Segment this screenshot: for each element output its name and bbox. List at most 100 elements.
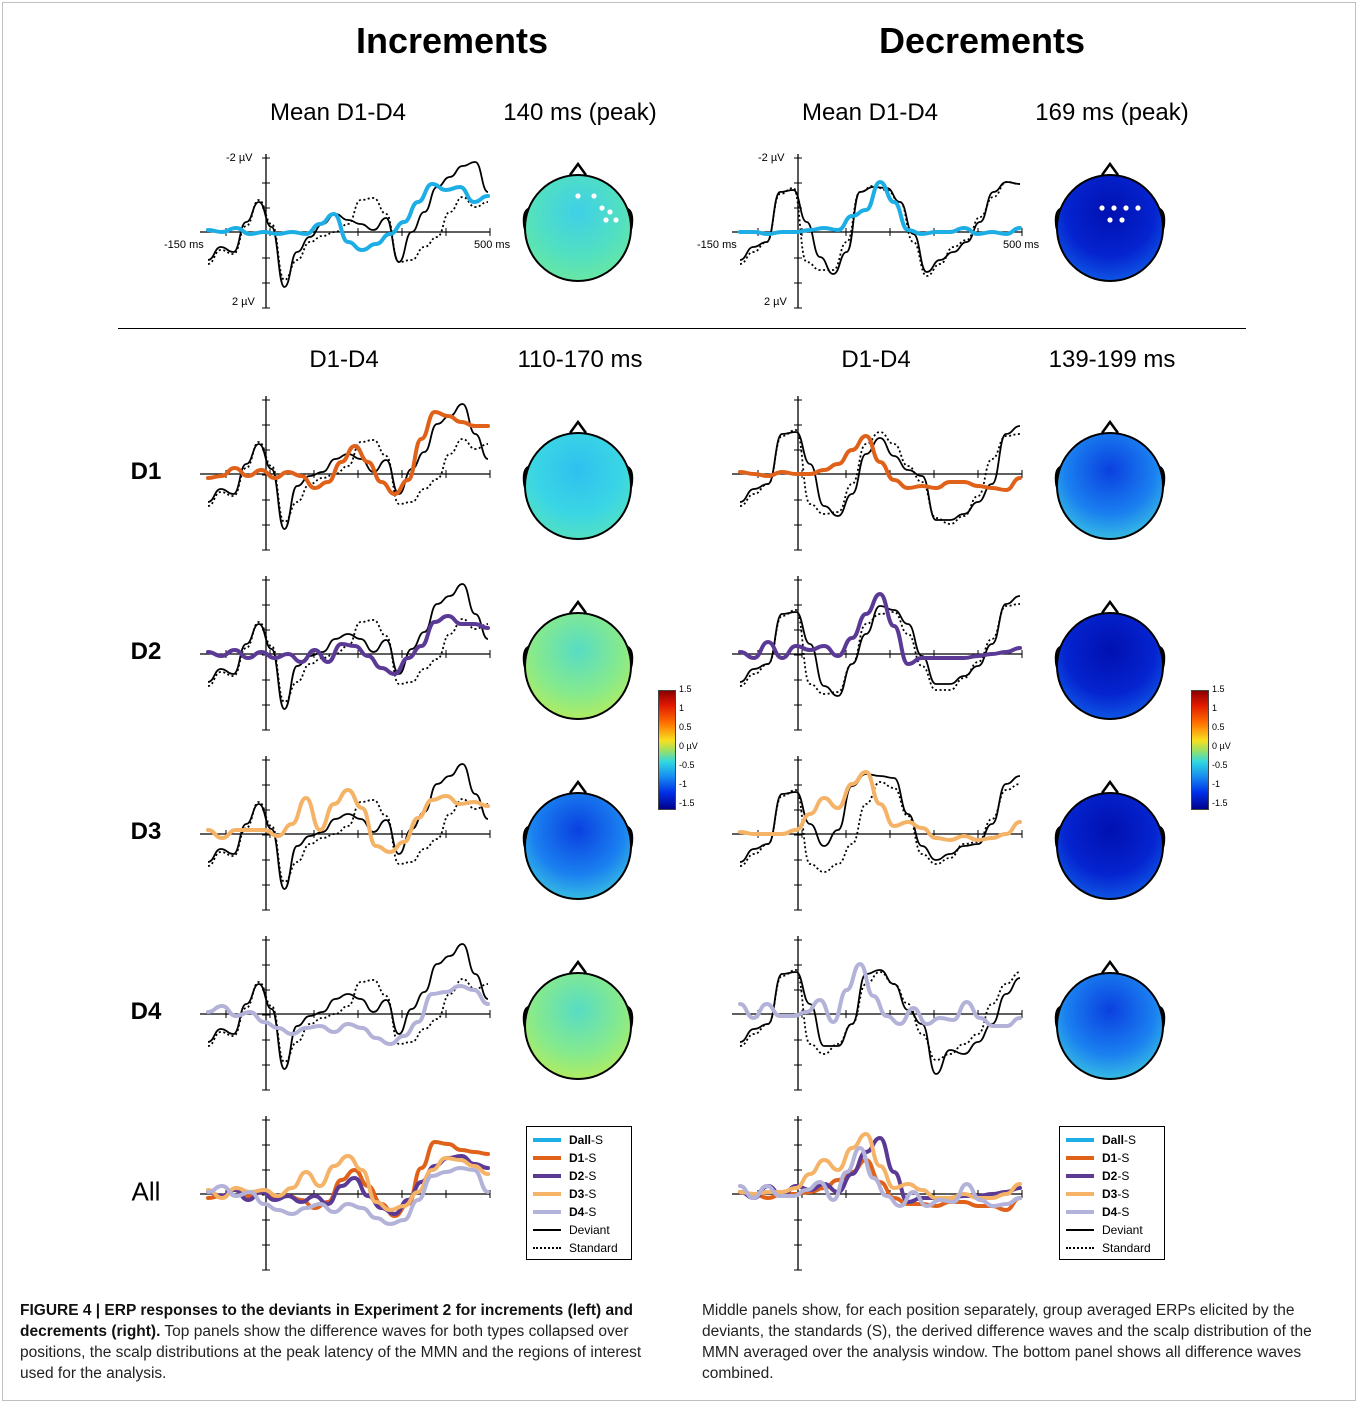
scalp-map-graphic: [522, 779, 634, 900]
cbar-tick: 0.5: [1212, 722, 1225, 732]
difference-wave: [206, 614, 490, 676]
erp-plot: [732, 576, 1023, 731]
x-left-label-right: -150 ms: [697, 239, 737, 251]
row-label-d2: D2: [130, 638, 162, 665]
legend-label: Standard: [1102, 1241, 1151, 1255]
cbar-tick: 0.5: [679, 722, 692, 732]
roi-electrode: [1119, 217, 1125, 223]
legend-label: D2-S: [1102, 1169, 1130, 1183]
legend-swatch: [533, 1247, 561, 1249]
scalp-map: [1052, 418, 1168, 549]
scalp-map: [520, 418, 636, 549]
label-mean-left: Mean D1-D4: [269, 99, 407, 126]
standard-wave: [207, 798, 489, 883]
scalp-map-graphic: [522, 599, 634, 720]
deviant-wave: [739, 969, 1021, 1075]
difference-wave: [206, 410, 490, 496]
legend-item: D1-S: [1066, 1149, 1158, 1167]
erp-plot: [200, 576, 491, 731]
roi-electrode: [575, 193, 581, 199]
difference-wave: [206, 1154, 490, 1212]
row-label-d3: D3: [130, 818, 162, 845]
roi-electrode: [1099, 205, 1105, 211]
legend-label: D3-S: [1102, 1187, 1130, 1201]
legend-swatch: [533, 1210, 561, 1214]
caption-left: FIGURE 4 | ERP responses to the deviants…: [20, 1300, 660, 1384]
erp-plot: [732, 1116, 1023, 1271]
scalp-map-graphic: [1054, 779, 1166, 900]
x-right-label-left: 500 ms: [474, 239, 511, 251]
cbar-tick: 1: [1212, 703, 1218, 713]
legend-label: Deviant: [569, 1223, 610, 1237]
roi-electrode: [1107, 217, 1113, 223]
legend-right: Dall-S D1-S D2-S D3-S D4-S Deviant Standard: [1059, 1126, 1165, 1260]
legend-label: Standard: [569, 1241, 618, 1255]
legend-item: D4-S: [533, 1203, 625, 1221]
standard-wave: [739, 781, 1021, 873]
legend-label: D2-S: [569, 1169, 597, 1183]
cbar-tick: -1: [679, 779, 688, 789]
difference-wave: [206, 984, 490, 1046]
row-label-all: All: [131, 1176, 161, 1207]
legend-item: Deviant: [1066, 1221, 1158, 1239]
legend-swatch: [1066, 1174, 1094, 1178]
legend-swatch: [533, 1192, 561, 1196]
deviant-wave: [207, 161, 489, 288]
x-left-label-left: -150 ms: [164, 239, 204, 251]
erp-plot: [732, 756, 1023, 911]
colorbar-right: [1191, 690, 1209, 810]
erp-panel: [730, 392, 1030, 577]
scalp-map-graphic: [1054, 959, 1166, 1080]
scalp-map: [1052, 598, 1168, 729]
legend-label: Deviant: [1102, 1223, 1143, 1237]
erp-panel: [730, 1112, 1030, 1297]
legend-item: Standard: [1066, 1239, 1158, 1257]
erp-panel: [198, 1112, 498, 1297]
legend-label: D4-S: [1102, 1205, 1130, 1219]
legend-item: D3-S: [1066, 1185, 1158, 1203]
deviant-wave: [207, 763, 489, 890]
scalp-map: [520, 778, 636, 909]
legend-item: Dall-S: [1066, 1131, 1158, 1149]
legend-item: Standard: [533, 1239, 625, 1257]
erp-plot: [732, 936, 1023, 1091]
scalp-map-graphic: [522, 959, 634, 1080]
scalp-map: [520, 160, 636, 291]
y-bottom-label-right: 2 µV: [764, 296, 787, 308]
roi-electrode: [599, 205, 605, 211]
legend-swatch: [1066, 1138, 1094, 1142]
difference-wave: [738, 962, 1022, 1028]
legend-swatch: [533, 1174, 561, 1178]
legend-item: Dall-S: [533, 1131, 625, 1149]
legend-swatch: [1066, 1210, 1094, 1214]
cbar-tick: 0 µV: [679, 741, 698, 751]
legend-left: Dall-S D1-S D2-S D3-S D4-S Deviant Standard: [526, 1126, 632, 1260]
legend-label: Dall-S: [569, 1133, 604, 1147]
scalp-map-graphic: [1054, 419, 1166, 540]
standard-wave: [207, 196, 489, 281]
y-top-label-right: -2 µV: [758, 152, 785, 164]
erp-panel: [198, 392, 498, 577]
caption-title: FIGURE 4 | ERP responses to the deviants…: [20, 1302, 633, 1340]
legend-swatch: [1066, 1192, 1094, 1196]
roi-electrode: [607, 209, 613, 215]
erp-plot: [200, 936, 491, 1091]
legend-item: D3-S: [533, 1185, 625, 1203]
erp-plot: [732, 396, 1023, 551]
section-divider: [118, 328, 1246, 329]
legend-swatch: [533, 1229, 561, 1231]
scalp-map: [520, 598, 636, 729]
colorbar-ticks-right: 1.5 1 0.5 0 µV -0.5 -1 -1.5: [1212, 684, 1252, 814]
legend-label: D1-S: [1102, 1151, 1130, 1165]
erp-plot: [200, 154, 491, 309]
legend-label: D3-S: [569, 1187, 597, 1201]
legend-swatch: [1066, 1247, 1094, 1249]
label-d1d4-left: D1-D4: [309, 346, 379, 373]
difference-wave: [206, 182, 490, 252]
legend-item: D2-S: [1066, 1167, 1158, 1185]
label-mean-right: Mean D1-D4: [801, 99, 939, 126]
erp-panel: [730, 150, 1030, 335]
erp-panel: [730, 932, 1030, 1117]
erp-panel: [730, 752, 1030, 937]
row-label-d4: D4: [130, 998, 162, 1025]
